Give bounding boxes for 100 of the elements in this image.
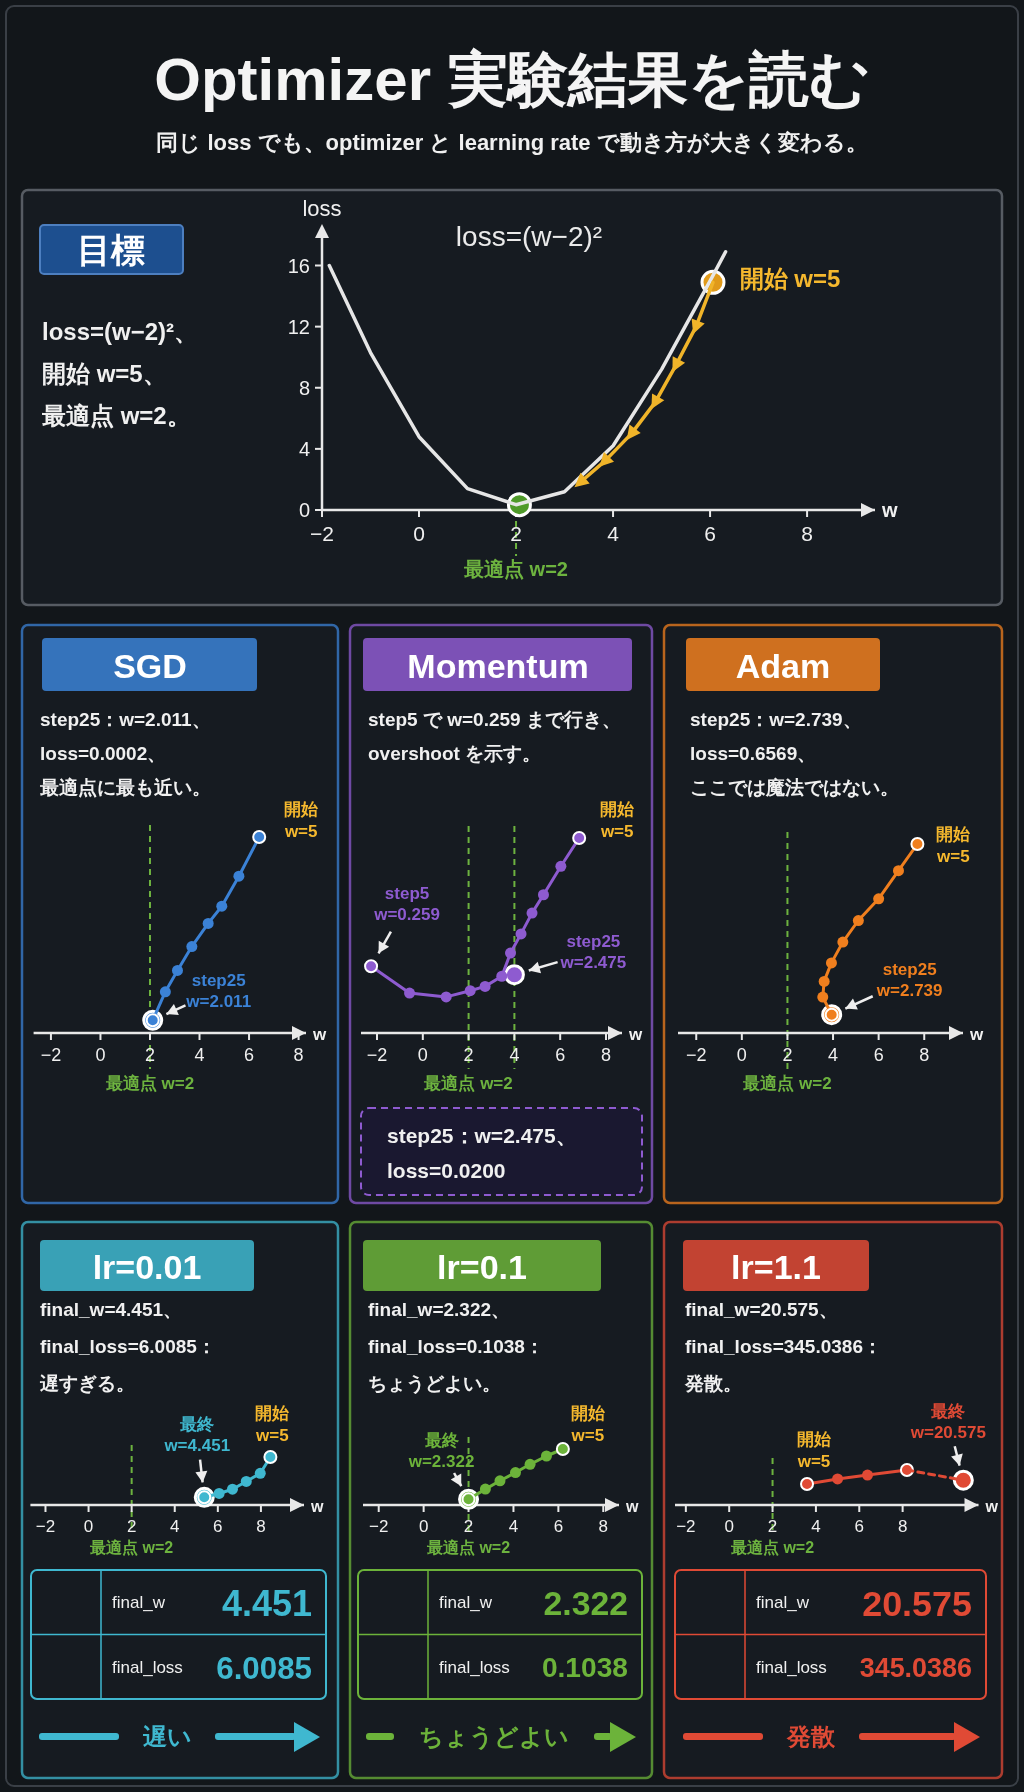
x-tick-label: 2	[767, 1517, 778, 1536]
x-tick-label: 8	[256, 1517, 266, 1536]
y-tick-label: 4	[298, 437, 310, 460]
table-value: 0.1038	[541, 1652, 628, 1684]
x-tick-label: 4	[607, 522, 619, 545]
ref-label: 最適点 w=2	[464, 558, 568, 580]
table-label: final_w	[112, 1593, 165, 1613]
title: lr=0.01	[92, 1248, 202, 1286]
x-tick-label: −2	[35, 1517, 56, 1536]
subtitle: final_loss=345.0386：	[685, 1336, 882, 1357]
xlabel: w	[313, 1025, 327, 1044]
subtitle: 開始 w=5、	[42, 360, 167, 387]
subtitle: ちょうどよい。	[368, 1373, 501, 1394]
xlabel: w	[629, 1025, 643, 1044]
xlabel: w	[626, 1498, 639, 1515]
x-tick-label: 2	[463, 1045, 474, 1065]
ref-label: 最適点 w=2	[90, 1539, 174, 1556]
x-tick-label: 8	[293, 1045, 304, 1065]
x-tick-label: 2	[126, 1517, 137, 1536]
y-tick-label: 0	[298, 499, 310, 521]
y-tick-label: 8	[298, 376, 310, 399]
ref-label: 最適点 w=2	[424, 1074, 513, 1093]
x-tick-label: 4	[508, 1517, 519, 1536]
title: lr=0.1	[437, 1248, 527, 1286]
x-tick-label: 0	[736, 1045, 747, 1065]
annotation: 発散	[787, 1723, 835, 1750]
ref-label: 最適点 w=2	[426, 1539, 511, 1556]
annotation: 開始 w=5	[936, 825, 971, 866]
x-tick-label: −2	[676, 1517, 696, 1536]
x-tick-label: 4	[509, 1045, 520, 1065]
x-tick-label: 2	[510, 522, 522, 545]
annotation: step25 w=2.011	[186, 970, 252, 1011]
title: Optimizer 実験結果を読む	[154, 46, 870, 113]
table-value: 6.0085	[216, 1650, 312, 1686]
subtitle: 最適点に最も近い。	[40, 777, 211, 798]
x-tick-label: 4	[828, 1045, 839, 1065]
annotation: 開始 w=5	[739, 264, 841, 292]
annotation: 最終 w=2.322	[408, 1430, 475, 1471]
subtitle: ここでは魔法ではない。	[690, 777, 899, 798]
title: Adam	[735, 647, 831, 685]
x-tick-label: 0	[417, 1045, 428, 1065]
annotation: step25：w=2.475、	[387, 1124, 577, 1147]
annotation: 開始 w=5	[570, 1404, 605, 1445]
table-label: final_loss	[439, 1657, 510, 1677]
subtitle: loss=0.0002、	[40, 743, 167, 764]
ref-label: 最適点 w=2	[731, 1539, 815, 1556]
xlabel: w	[311, 1498, 324, 1515]
x-tick-label: −2	[369, 1517, 389, 1536]
annotation: 遅い	[142, 1723, 192, 1750]
annotation: loss=0.0200	[387, 1159, 506, 1182]
x-tick-label: 6	[704, 522, 716, 545]
subtitle: 発散。	[685, 1373, 742, 1394]
subtitle: final_loss=0.1038：	[368, 1336, 544, 1357]
x-tick-label: 0	[418, 1517, 429, 1536]
x-tick-label: 6	[244, 1045, 255, 1065]
subtitle: final_w=20.575、	[685, 1299, 838, 1320]
annotation: loss=(w−2)²	[455, 221, 603, 252]
x-tick-label: 0	[95, 1045, 106, 1065]
x-tick-label: 6	[213, 1517, 223, 1536]
x-tick-label: 2	[145, 1045, 155, 1065]
ref-label: 最適点 w=2	[105, 1074, 195, 1093]
x-tick-label: 8	[897, 1517, 908, 1536]
subtitle: final_w=4.451、	[40, 1299, 183, 1320]
annotation: 最終 w=4.451	[164, 1414, 231, 1455]
annotation: 最終 w=20.575	[910, 1401, 986, 1442]
subtitle: 遅すぎる。	[40, 1373, 135, 1394]
subtitle: loss=(w−2)²、	[42, 318, 199, 345]
x-tick-label: −2	[310, 522, 334, 545]
x-tick-label: 6	[854, 1517, 864, 1536]
x-tick-label: 8	[598, 1517, 608, 1536]
subtitle: overshoot を示す。	[368, 743, 542, 764]
annotation: 開始 w=5	[255, 1404, 290, 1445]
table-value: 2.322	[543, 1584, 628, 1623]
y-tick-label: 16	[287, 254, 310, 277]
table-label: final_loss	[756, 1657, 827, 1677]
x-tick-label: 4	[194, 1045, 205, 1065]
xlabel: w	[985, 1498, 998, 1515]
subtitle: 最適点 w=2。	[42, 402, 191, 429]
subtitle: loss=0.6569、	[690, 743, 817, 764]
x-tick-label: −2	[366, 1045, 388, 1065]
x-tick-label: 0	[83, 1517, 94, 1536]
subtitle: step25：w=2.739、	[690, 709, 862, 730]
annotation: ちょうどよい	[419, 1723, 569, 1750]
subtitle: 同じ loss でも、optimizer と learning rate で動き方が大きく変わる。	[156, 130, 868, 155]
x-tick-label: 6	[555, 1045, 566, 1065]
annotation: step25 w=2.475	[560, 932, 627, 973]
title: 目標	[77, 231, 145, 269]
x-tick-label: 6	[873, 1045, 884, 1065]
table-value: 20.575	[862, 1582, 972, 1624]
title: Momentum	[407, 647, 589, 685]
annotation: step5 w=0.259	[374, 883, 440, 924]
x-tick-label: 4	[811, 1517, 821, 1536]
subtitle: step5 で w=0.259 まで行き、	[368, 709, 621, 730]
x-tick-label: 2	[782, 1045, 793, 1065]
ref-label: 最適点 w=2	[743, 1074, 832, 1093]
table-label: final_loss	[112, 1657, 183, 1677]
x-tick-label: −2	[40, 1045, 62, 1065]
x-tick-label: 0	[413, 522, 425, 545]
subtitle: final_w=2.322、	[368, 1299, 511, 1320]
table-label: final_w	[439, 1593, 492, 1613]
